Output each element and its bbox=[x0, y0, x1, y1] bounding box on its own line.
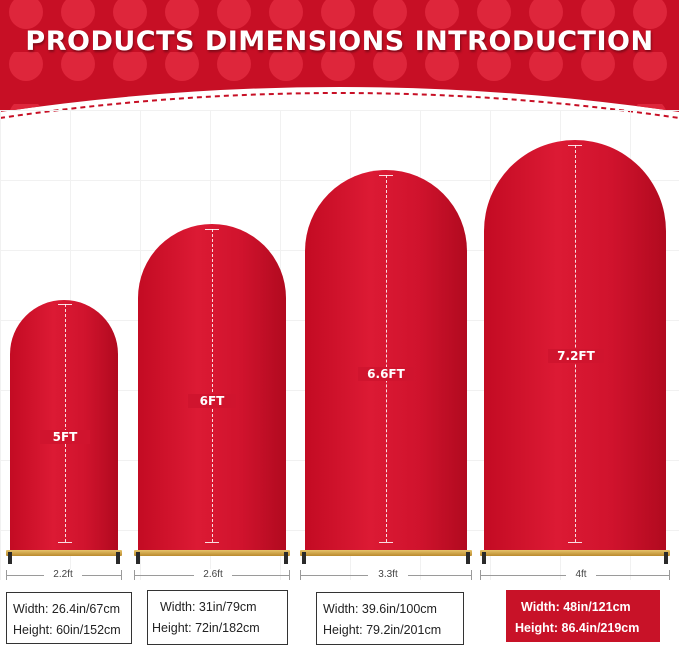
height-label: 6.6FT bbox=[358, 367, 414, 381]
spec-width: Width: 31in/79cm bbox=[160, 600, 257, 614]
spec-height: Height: 79.2in/201cm bbox=[323, 623, 442, 637]
spec-height: Height: 86.4in/219cm bbox=[515, 621, 640, 635]
page-title: PRODUCTS DIMENSIONS INTRODUCTION bbox=[25, 26, 654, 57]
width-label: 2.2ft bbox=[44, 569, 82, 580]
spec-width: Width: 48in/121cm bbox=[521, 600, 631, 614]
height-label: 7.2FT bbox=[548, 349, 604, 363]
header-banner bbox=[0, 0, 679, 119]
width-label: 4ft bbox=[566, 569, 596, 580]
spec-width: Width: 26.4in/67cm bbox=[13, 602, 120, 616]
spec-box-6-6ft: Width: 39.6in/100cm Height: 79.2in/201cm bbox=[316, 592, 464, 645]
spec-height: Height: 72in/182cm bbox=[152, 621, 260, 635]
height-label: 5FT bbox=[40, 430, 90, 444]
spec-box-5ft: Width: 26.4in/67cm Height: 60in/152cm bbox=[6, 592, 132, 644]
spec-height: Height: 60in/152cm bbox=[13, 623, 121, 637]
spec-box-6ft: Width: 31in/79cm Height: 72in/182cm bbox=[147, 590, 288, 645]
height-label: 6FT bbox=[188, 394, 236, 408]
spec-box-7-2ft: Width: 48in/121cm Height: 86.4in/219cm bbox=[506, 590, 660, 642]
spec-width: Width: 39.6in/100cm bbox=[323, 602, 437, 616]
width-label: 2.6ft bbox=[194, 569, 232, 580]
width-label: 3.3ft bbox=[368, 569, 408, 580]
